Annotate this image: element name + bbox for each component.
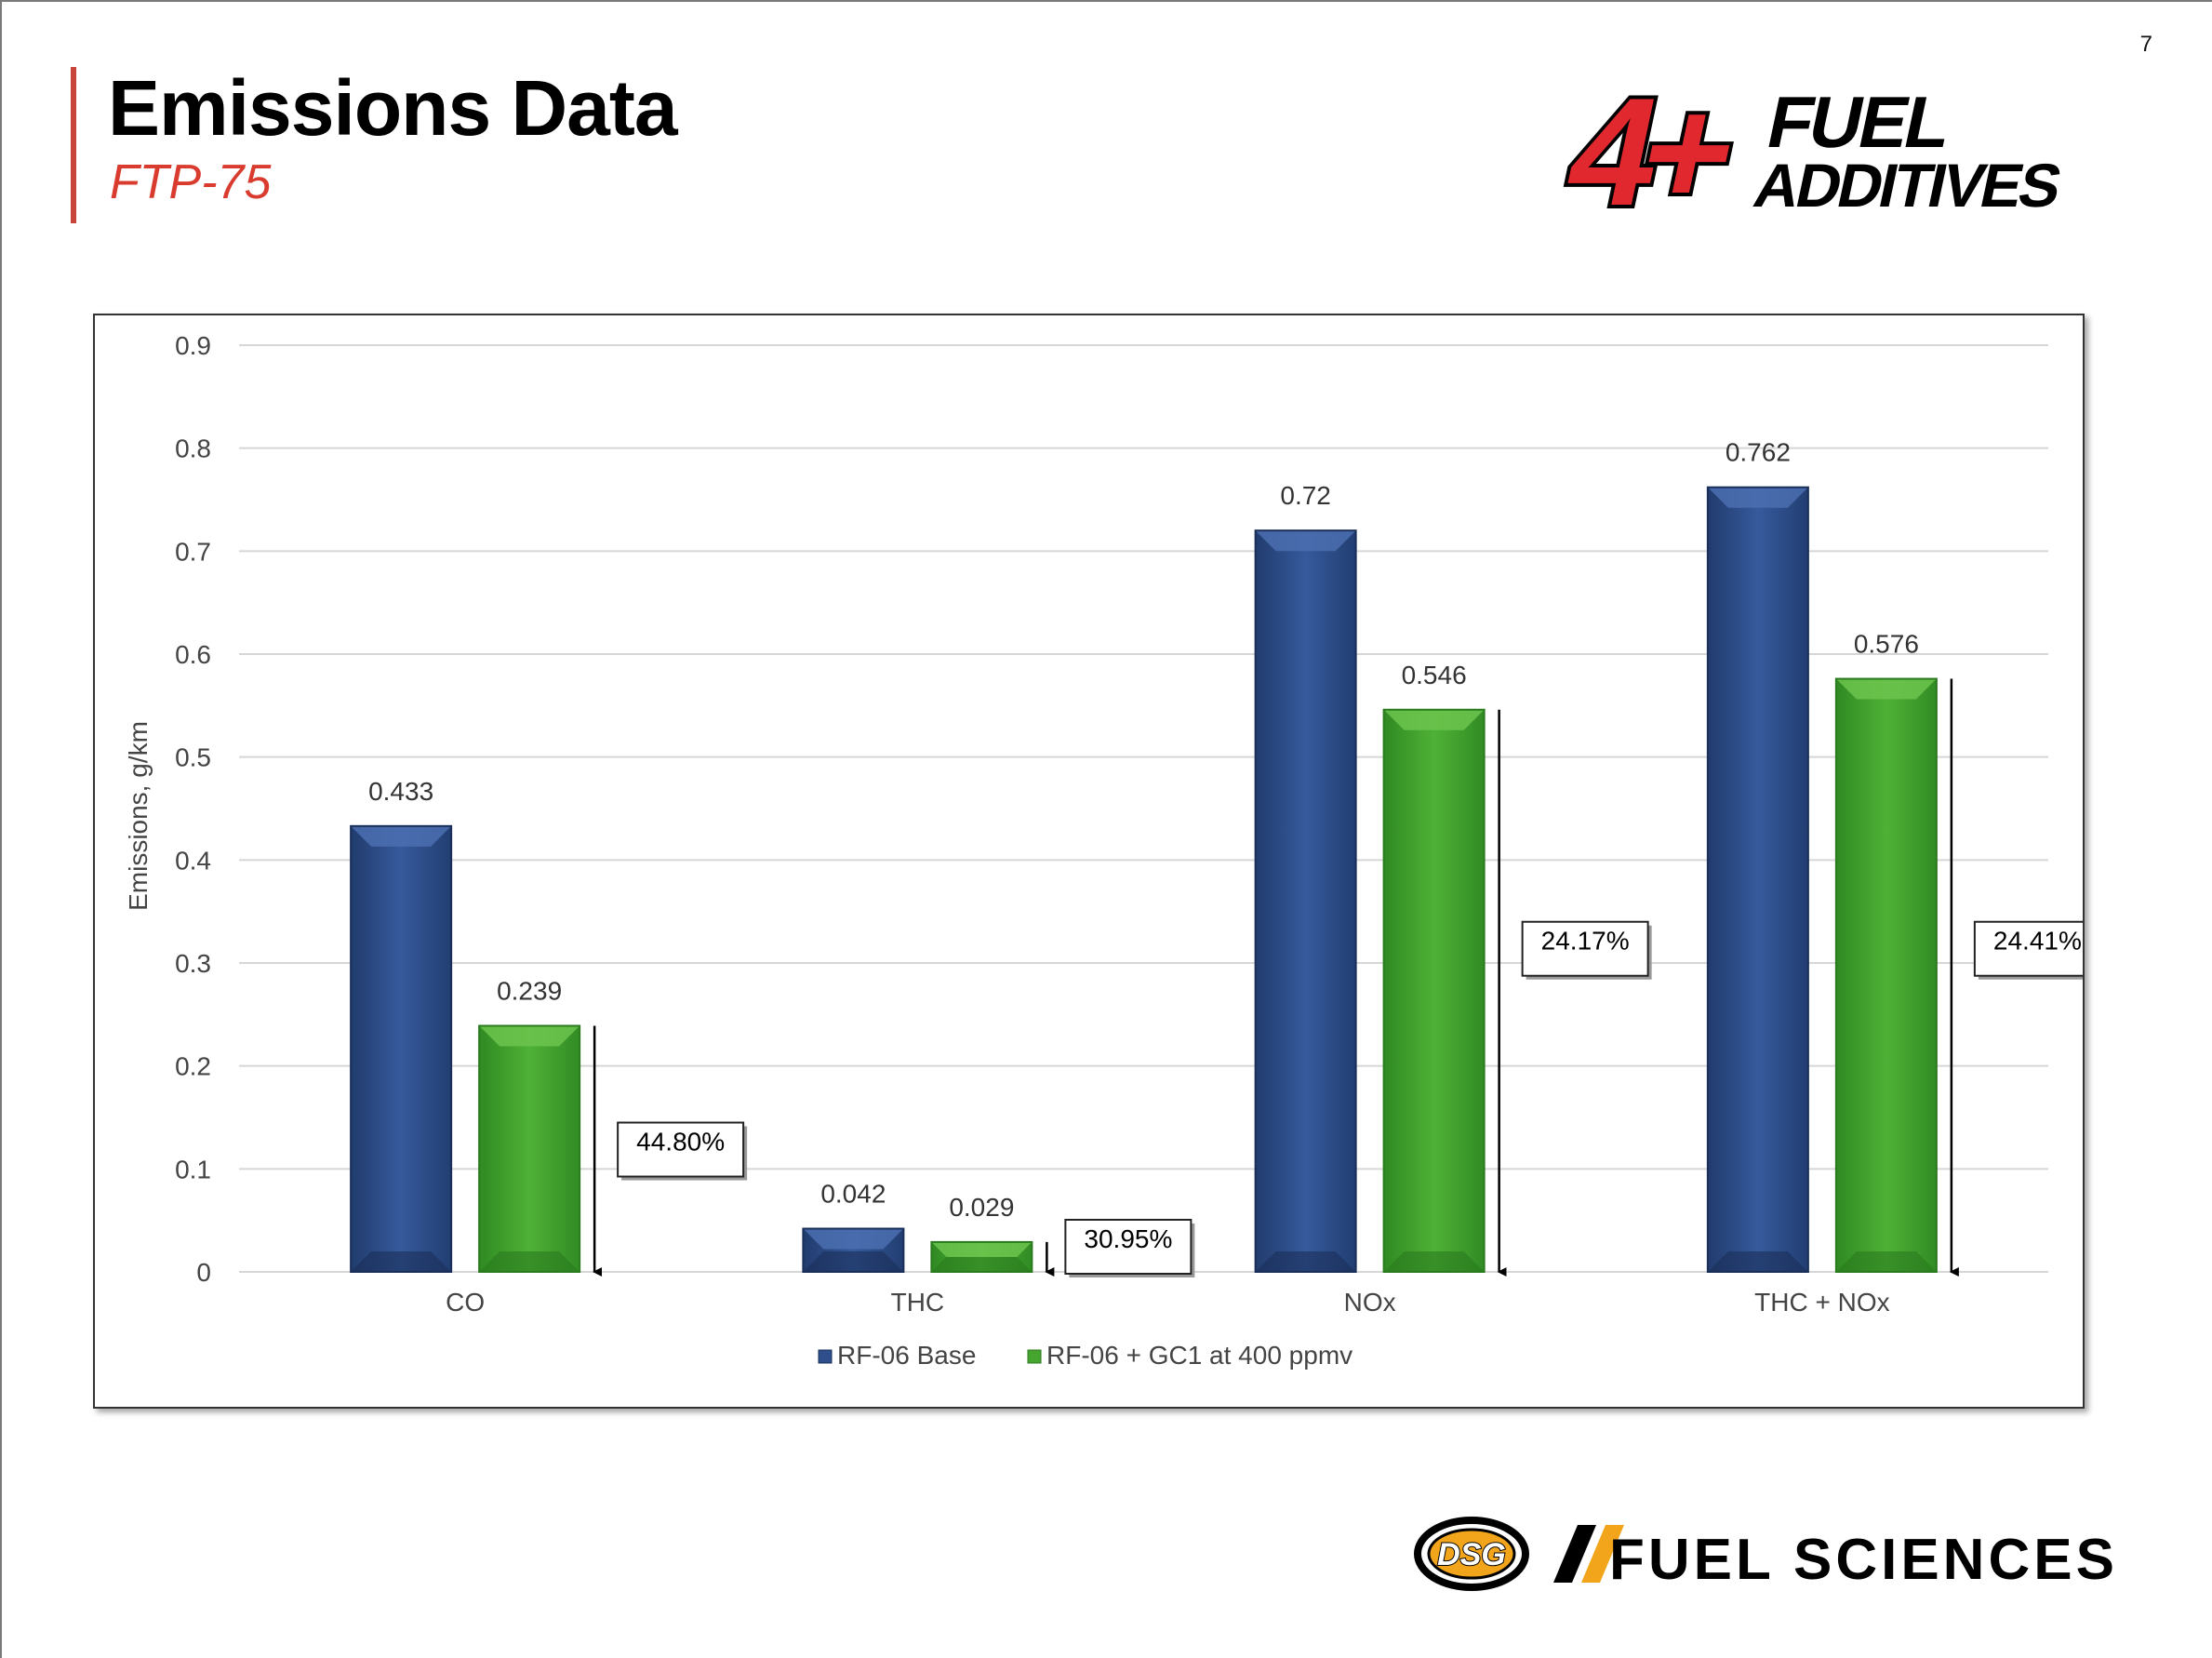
bar-body <box>1383 709 1485 1272</box>
bar-bevel-top <box>803 1228 904 1250</box>
bar-body <box>479 1025 580 1272</box>
data-label: 0.546 <box>1402 661 1467 689</box>
y-tick-label: 0.8 <box>175 435 211 463</box>
logo-slash-black <box>1553 1525 1596 1583</box>
data-label: 0.042 <box>820 1180 886 1209</box>
chart-frame: 0 0.1 0.2 0.3 0.4 0.5 0.6 0.7 0.8 0.9 Emissions, … <box>93 314 2085 1409</box>
page-title: Emissions Data <box>108 64 678 152</box>
data-label: 0.029 <box>949 1193 1014 1222</box>
y-tick-label: 0.4 <box>175 846 211 875</box>
bar-bevel-top <box>1255 530 1356 552</box>
chart-bars <box>350 486 1938 1274</box>
slide-border-top <box>0 0 2212 2</box>
y-tick-label: 0.9 <box>175 331 211 360</box>
logo-line2-text: ADDITIVES <box>1749 153 2066 221</box>
chart-legend: RF-06 Base RF-06 + GC1 at 400 ppmv <box>818 1341 1353 1370</box>
bar-bevel-bottom <box>1383 1251 1485 1272</box>
bar-body <box>351 825 452 1272</box>
legend-label: RF-06 + GC1 at 400 ppmv <box>1046 1341 1353 1370</box>
reduction-annotations: 44.80% 30.95% 24.17% 24.41% <box>593 678 2083 1277</box>
bar-outline <box>478 1024 581 1273</box>
legend-swatch <box>818 1349 833 1364</box>
y-tick-label: 0.5 <box>175 743 211 772</box>
x-axis-ticks: CO THC NOx THC + NOx <box>446 1288 1889 1317</box>
data-labels: 0.433 0.239 0.042 0.029 0.72 0.546 0.762 0.576 <box>368 438 1919 1222</box>
legend-label: RF-06 Base <box>837 1341 976 1370</box>
y-axis-label: Emissions, g/km <box>124 721 153 911</box>
bar-base <box>1706 486 1809 1274</box>
bar-outline <box>1254 529 1357 1273</box>
bar-bevel-bottom <box>931 1256 1033 1272</box>
data-label: 0.762 <box>1726 438 1791 467</box>
page-number: 7 <box>2139 32 2152 57</box>
bar-additive <box>478 1024 581 1273</box>
bar-additive <box>1382 708 1486 1273</box>
bar-bevel-bottom <box>1707 1251 1808 1272</box>
bar-body <box>1835 678 1937 1272</box>
x-tick-label: THC + NOx <box>1754 1288 1889 1317</box>
bar-body <box>1707 487 1808 1272</box>
y-tick-label: 0 <box>196 1258 211 1287</box>
slide-border-left <box>0 0 2 1658</box>
annotation-text: 44.80% <box>636 1128 725 1157</box>
x-tick-label: CO <box>446 1288 485 1317</box>
annotation-box <box>1064 1219 1193 1275</box>
bar-outline <box>350 824 453 1274</box>
annotation-text: 30.95% <box>1084 1224 1172 1253</box>
annotation-box <box>1521 920 1649 977</box>
bar-bevel-bottom <box>351 1251 452 1272</box>
data-label: 0.239 <box>497 977 562 1006</box>
y-axis-ticks: 0 0.1 0.2 0.3 0.4 0.5 0.6 0.7 0.8 0.9 <box>175 331 211 1287</box>
title-accent-bar <box>71 67 76 223</box>
data-label: 0.72 <box>1280 481 1331 510</box>
y-tick-label: 0.2 <box>175 1052 211 1081</box>
y-tick-label: 0.6 <box>175 640 211 669</box>
data-label: 0.576 <box>1854 630 1919 659</box>
logo-slash-gold <box>1581 1525 1624 1583</box>
bar-bevel-top <box>1707 487 1808 508</box>
logo-mark-text: 4+ <box>1554 67 1747 228</box>
x-tick-label: NOx <box>1344 1288 1396 1317</box>
bar-additive <box>930 1240 1033 1274</box>
bar-base <box>1254 529 1357 1273</box>
data-label: 0.433 <box>368 777 433 806</box>
dsg-badge-text: DSG <box>1437 1537 1506 1572</box>
emissions-bar-chart: 0 0.1 0.2 0.3 0.4 0.5 0.6 0.7 0.8 0.9 Emissions, … <box>124 331 2083 1370</box>
page-subtitle: FTP-75 <box>110 155 272 209</box>
dsg-fuel-sciences-logo: DSG FUEL SCIENCES <box>1414 1517 2118 1592</box>
bar-additive <box>1834 677 1938 1273</box>
bar-bevel-top <box>1835 678 1937 700</box>
y-tick-label: 0.1 <box>175 1155 211 1183</box>
dsg-badge-inner <box>1427 1528 1516 1580</box>
annotation-box <box>1973 920 2083 977</box>
bar-bevel-bottom <box>1255 1251 1356 1272</box>
bar-base <box>802 1227 905 1274</box>
bar-bevel-bottom <box>1835 1251 1937 1272</box>
legend-swatch <box>1027 1349 1042 1364</box>
logo-line1-text: FUEL <box>1761 82 1957 163</box>
annotation-text: 24.17% <box>1541 927 1630 956</box>
fuel-sciences-text: FUEL SCIENCES <box>1609 1528 2118 1592</box>
bar-bevel-top <box>931 1241 1033 1257</box>
bar-bevel-top <box>351 825 452 847</box>
bar-bevel-top <box>1383 709 1485 730</box>
y-tick-label: 0.3 <box>175 949 211 978</box>
x-tick-label: THC <box>891 1288 945 1317</box>
y-tick-label: 0.7 <box>175 537 211 566</box>
bar-base <box>350 824 453 1274</box>
annotation-box <box>617 1121 745 1178</box>
bar-bevel-top <box>479 1025 580 1047</box>
annotation-text: 24.41% <box>1993 927 2082 956</box>
bar-outline <box>930 1240 1033 1274</box>
bar-outline <box>1382 708 1486 1273</box>
bar-outline <box>1706 486 1809 1274</box>
bar-bevel-bottom <box>803 1251 904 1272</box>
fuel-additives-logo: 4+ FUEL ADDITIVES <box>1551 65 2066 228</box>
bar-body <box>1255 530 1356 1272</box>
bar-outline <box>1834 677 1938 1273</box>
bar-outline <box>802 1227 905 1274</box>
bar-bevel-bottom <box>479 1251 580 1272</box>
